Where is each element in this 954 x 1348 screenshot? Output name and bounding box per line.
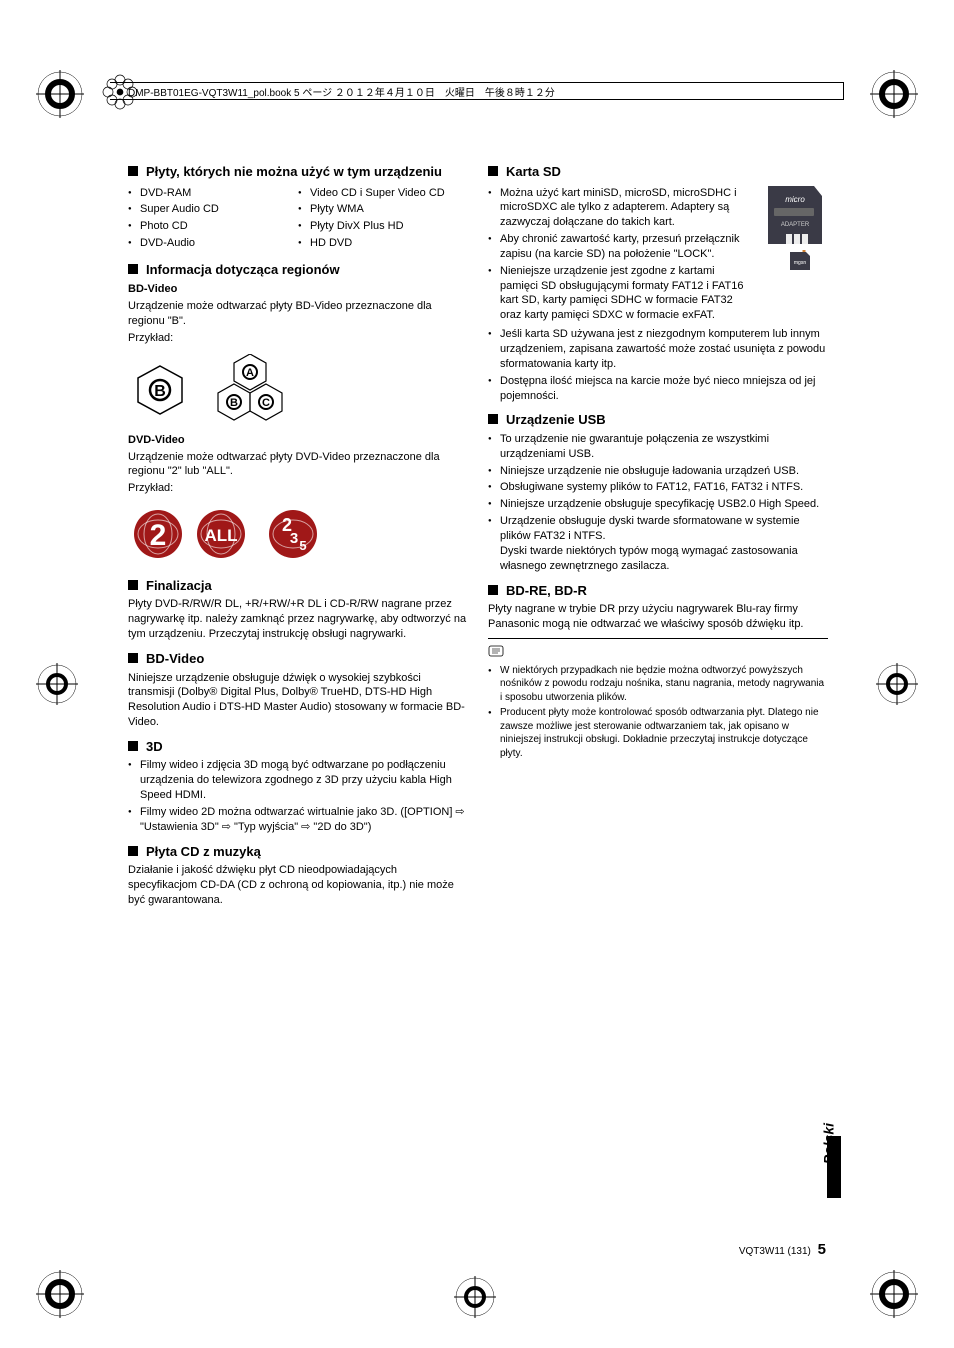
unusable-disc-lists: DVD-RAM Super Audio CD Photo CD DVD-Audi… [128,184,468,253]
header-flower-icon [102,74,138,110]
list-item: Niniejsze urządzenie nie obsługuje ładow… [488,464,828,479]
svg-text:A: A [246,367,254,379]
section-bdre: BD-RE, BD-R [488,582,828,600]
section-3d: 3D [128,738,468,756]
list-item: Aby chronić zawartość karty, przesuń prz… [488,232,752,262]
svg-text:2: 2 [150,519,167,552]
section-sd: Karta SD [488,163,828,181]
page-number: 5 [818,1241,826,1258]
svg-text:mgsn: mgsn [794,260,806,266]
svg-text:B: B [154,383,166,400]
list-item: Nieniejsze urządzenie jest zgodne z kart… [488,264,752,323]
list-item: Filmy wideo 2D można odtwarzać wirtualni… [128,805,468,835]
list-item: Urządzenie obsługuje dyski twarde sforma… [488,514,828,573]
sd-card-icon: micro ADAPTER mgsn [760,184,828,272]
finalize-text: Płyty DVD-R/RW/R DL, +R/+RW/+R DL i CD-R… [128,597,468,642]
list-item: To urządzenie nie gwarantuje połączenia … [488,432,828,462]
list-item: DVD-Audio [128,236,298,251]
list-item: W niektórych przypadkach nie będzie możn… [488,664,828,705]
crop-mark-mr [876,663,918,705]
section-regions: Informacja dotycząca regionów [128,261,468,279]
dvd-region-diagram: 2 ALL 2 3 5 [128,504,468,569]
dvd-video-text: Urządzenie może odtwarzać płyty DVD-Vide… [128,450,468,480]
list-item: Jeśli karta SD używana jest z niezgodnym… [488,327,828,372]
bd-region-diagram: B A B C [128,354,468,429]
list-item: Płyty DivX Plus HD [298,219,468,234]
language-tab-marker [827,1136,841,1198]
crop-mark-tl [36,70,84,118]
cd-text: Działanie i jakość dźwięku płyt CD nieod… [128,863,468,908]
dvd-video-label: DVD-Video [128,433,468,448]
bdvideo-text: Niniejsze urządzenie obsługuje dźwięk o … [128,671,468,730]
crop-mark-br [870,1270,918,1318]
svg-text:3: 3 [290,530,298,547]
svg-text:B: B [230,397,238,409]
note-icon [488,648,504,660]
example-label-2: Przykład: [128,481,468,496]
svg-text:ALL: ALL [204,526,237,545]
left-column: Płyty, których nie można użyć w tym urzą… [128,155,468,908]
list-item: HD DVD [298,236,468,251]
footer-code: VQT3W11 (131) [739,1246,811,1257]
crop-mark-bl [36,1270,84,1318]
list-item: Super Audio CD [128,202,298,217]
header-bar: DMP-BBT01EG-VQT3W11_pol.book 5 ページ ２０１２年… [110,82,844,100]
list-item: Video CD i Super Video CD [298,186,468,201]
right-column: Karta SD Można użyć kart miniSD, microSD… [488,155,828,908]
svg-text:C: C [262,397,270,409]
svg-text:micro: micro [785,195,805,204]
svg-text:5: 5 [299,538,306,553]
list-item: Filmy wideo i zdjęcia 3D mogą być odtwar… [128,758,468,803]
svg-text:ADAPTER: ADAPTER [781,222,810,228]
section-finalize: Finalizacja [128,577,468,595]
crop-mark-tr [870,70,918,118]
list-item: Photo CD [128,219,298,234]
content-area: Płyty, których nie można użyć w tym urzą… [128,155,828,908]
bd-video-text: Urządzenie może odtwarzać płyty BD-Video… [128,299,468,329]
list-item: Płyty WMA [298,202,468,217]
divider [488,638,828,639]
section-cd: Płyta CD z muzyką [128,843,468,861]
example-label-1: Przykład: [128,331,468,346]
bd-video-label: BD-Video [128,282,468,297]
list-item: Dostępna ilość miejsca na karcie może by… [488,374,828,404]
bdre-text: Płyty nagrane w trybie DR przy użyciu na… [488,602,828,632]
list-item: Niniejsze urządzenie obsługuje specyfika… [488,497,828,512]
list-item: Obsługiwane systemy plików to FAT12, FAT… [488,480,828,495]
list-item: Można użyć kart miniSD, microSD, microSD… [488,186,752,231]
list-item: DVD-RAM [128,186,298,201]
section-bdvideo: BD-Video [128,650,468,668]
crop-mark-bc [454,1276,496,1318]
header-text: DMP-BBT01EG-VQT3W11_pol.book 5 ページ ２０１２年… [128,84,555,99]
crop-mark-ml [36,663,78,705]
section-unusable-discs: Płyty, których nie można użyć w tym urzą… [128,163,468,181]
list-item: Producent płyty może kontrolować sposób … [488,706,828,760]
section-usb: Urządzenie USB [488,411,828,429]
footer: VQT3W11 (131) 5 [739,1241,826,1258]
